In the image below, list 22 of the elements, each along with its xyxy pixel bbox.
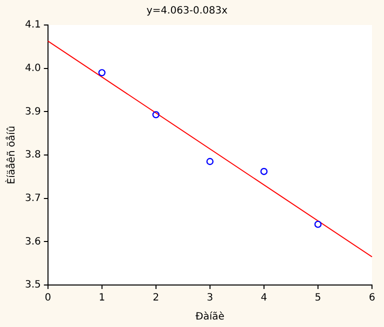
x-tick-label: 6 bbox=[368, 292, 376, 304]
point bbox=[206, 158, 214, 166]
y-tick-label: 3.7 bbox=[24, 192, 41, 204]
y-tick-label: 3.9 bbox=[24, 106, 41, 118]
x-tick-label: 5 bbox=[314, 292, 322, 304]
x-tick-label: 2 bbox=[152, 292, 160, 304]
point bbox=[98, 69, 106, 76]
y-tick-label: 4.1 bbox=[24, 20, 41, 31]
point bbox=[314, 220, 322, 228]
y-axis-title: Èíäåêñ öåíû bbox=[4, 126, 18, 184]
x-axis-title: Ðàíãè bbox=[195, 312, 224, 323]
point bbox=[260, 168, 268, 176]
y-tick-label: 3.5 bbox=[24, 280, 41, 291]
x-tick-label: 1 bbox=[98, 292, 106, 304]
x-tick-label: 3 bbox=[206, 292, 214, 304]
chart-title: y=4.063-0.083x bbox=[146, 6, 228, 17]
x-tick-label: 4 bbox=[260, 292, 268, 304]
y-tick-label: 3.6 bbox=[24, 236, 41, 248]
y-tick-label: 4.0 bbox=[24, 62, 41, 74]
point bbox=[152, 111, 160, 118]
x-tick-label: 0 bbox=[44, 292, 52, 304]
y-tick-label: 3.8 bbox=[24, 150, 41, 161]
